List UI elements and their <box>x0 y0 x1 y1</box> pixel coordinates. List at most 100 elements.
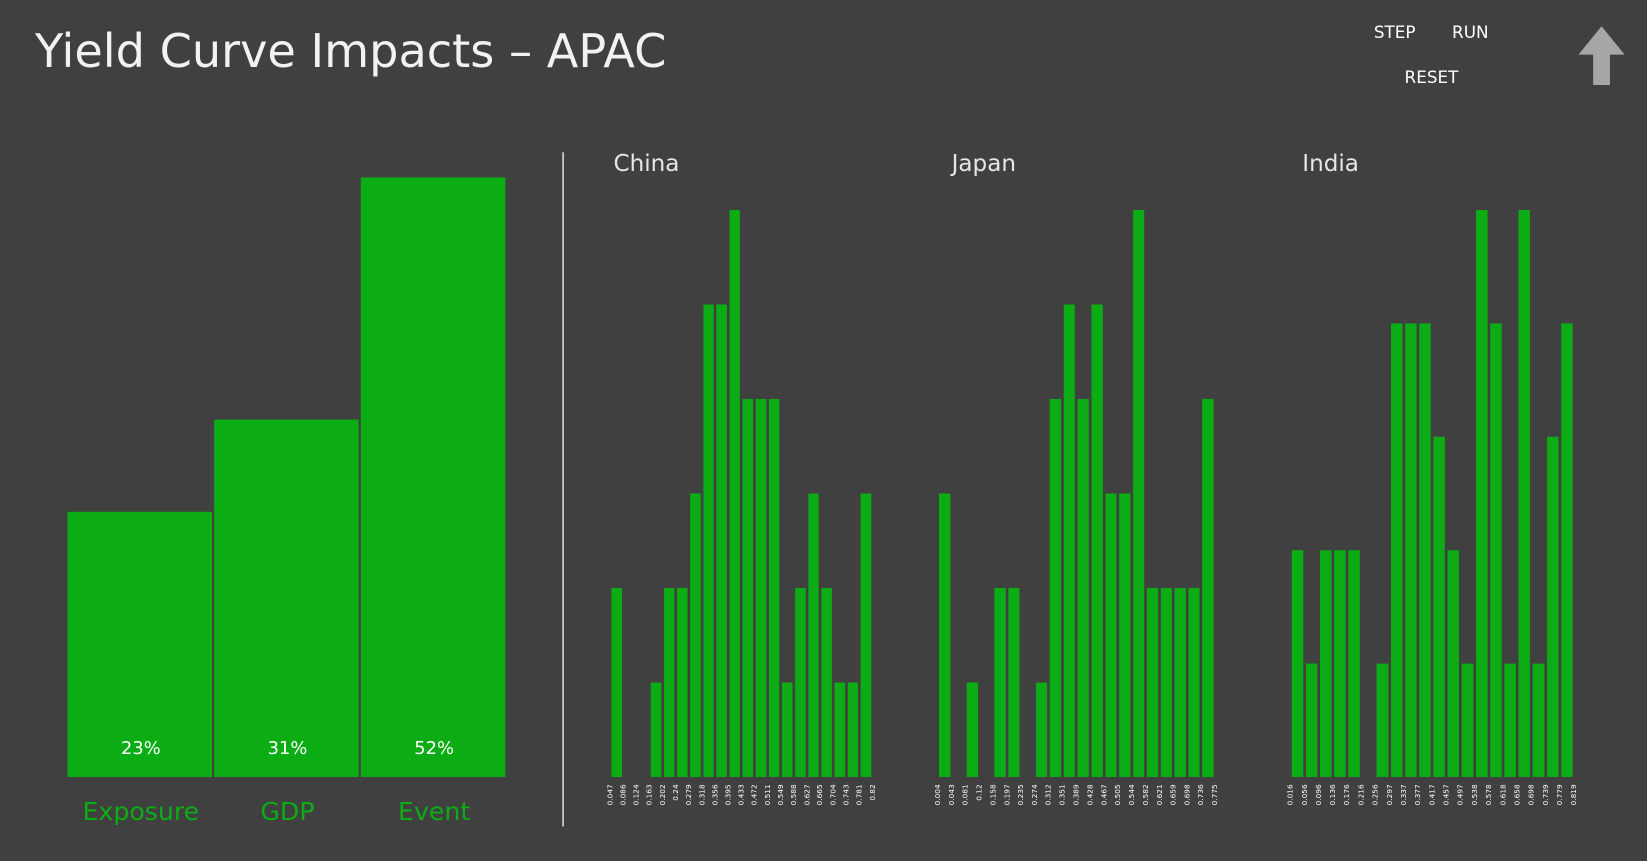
x-tick-label: 0.665 <box>815 784 824 805</box>
x-tick-label: 0.356 <box>710 784 719 805</box>
x-tick-label: 0.279 <box>684 784 693 805</box>
x-tick-label: 0.056 <box>1300 784 1309 805</box>
histogram-bar <box>729 210 740 777</box>
x-tick-label: 0.417 <box>1427 784 1436 805</box>
histogram-bar <box>768 399 780 777</box>
histogram-bar <box>821 588 832 777</box>
x-tick-label: 0.312 <box>1044 784 1053 805</box>
x-tick-label: 0.202 <box>658 784 667 805</box>
histogram-bar <box>939 493 951 777</box>
step-button[interactable]: STEP <box>1374 22 1416 42</box>
x-tick-label: 0.659 <box>1168 784 1177 805</box>
histogram-bar <box>1504 663 1516 777</box>
chart-title: India <box>1302 151 1359 177</box>
bar <box>67 511 213 777</box>
x-tick-label: 0.658 <box>1512 784 1521 805</box>
histogram-bar <box>742 399 754 777</box>
x-tick-label: 0.698 <box>1527 784 1536 805</box>
x-tick-label: 0.081 <box>961 784 970 805</box>
histogram-bar <box>994 588 1006 777</box>
x-tick-label: 0.389 <box>1071 784 1080 805</box>
x-tick-label: 0.538 <box>1470 784 1479 805</box>
x-category-label: GDP <box>260 797 314 826</box>
histogram-bar <box>1547 436 1559 777</box>
x-tick-label: 0.621 <box>1155 784 1164 805</box>
x-category-label: Exposure <box>83 797 200 826</box>
histogram-bar <box>1063 304 1075 777</box>
histogram-bar <box>1561 323 1573 777</box>
histogram-bar <box>716 304 727 777</box>
x-tick-label: 0.618 <box>1498 784 1507 805</box>
x-tick-label: 0.24 <box>671 784 680 801</box>
histogram-bar <box>834 682 846 777</box>
bar <box>214 419 359 777</box>
up-arrow-button[interactable] <box>1578 26 1625 86</box>
histogram-bar <box>1518 210 1530 777</box>
x-tick-label: 0.395 <box>724 784 733 805</box>
x-tick-label: 0.124 <box>631 784 640 805</box>
x-tick-label: 0.043 <box>947 784 956 805</box>
histogram-bar <box>795 588 806 777</box>
x-tick-label: 0.433 <box>736 784 745 805</box>
x-tick-label: 0.176 <box>1342 784 1351 805</box>
reset-button[interactable]: RESET <box>1405 67 1460 87</box>
x-tick-label: 0.12 <box>975 784 984 800</box>
x-tick-label: 0.197 <box>1002 784 1011 805</box>
x-tick-label: 0.047 <box>605 784 614 805</box>
histogram-bar <box>1476 210 1488 777</box>
x-tick-label: 0.016 <box>1286 784 1295 805</box>
histogram-bar <box>703 304 714 777</box>
x-tick-label: 0.511 <box>763 784 772 805</box>
x-tick-label: 0.704 <box>828 784 837 805</box>
x-category-label: Event <box>398 797 470 826</box>
x-tick-label: 0.163 <box>645 784 654 805</box>
histogram-bar <box>1532 663 1545 777</box>
histogram-bar <box>690 493 701 777</box>
histogram-bar <box>1160 588 1172 777</box>
histogram-bar <box>781 682 793 777</box>
x-tick-label: 0.351 <box>1058 784 1067 805</box>
x-tick-label: 0.775 <box>1210 784 1219 805</box>
x-tick-label: 0.582 <box>1141 784 1150 805</box>
histogram-bar <box>1419 323 1431 777</box>
x-tick-label: 0.235 <box>1016 784 1025 805</box>
histogram-bar <box>1202 399 1214 777</box>
x-tick-label: 0.086 <box>619 784 628 805</box>
x-tick-label: 0.739 <box>1541 784 1550 805</box>
bar <box>360 177 506 777</box>
histogram-bar <box>1461 663 1474 777</box>
x-tick-label: 0.743 <box>842 784 851 805</box>
x-tick-label: 0.158 <box>988 784 997 805</box>
x-tick-label: 0.377 <box>1413 784 1422 805</box>
page-title: Yield Curve Impacts – APAC <box>34 24 666 78</box>
x-tick-label: 0.428 <box>1085 784 1094 805</box>
x-tick-label: 0.82 <box>868 784 877 800</box>
histogram-bar <box>1334 550 1346 777</box>
x-tick-label: 0.497 <box>1456 784 1465 805</box>
x-tick-label: 0.467 <box>1099 784 1108 805</box>
histogram-bar <box>808 493 819 777</box>
bar-value-label: 52% <box>414 738 454 759</box>
charts: 23% Exposure 31% GDP 52% Event China 0.047 0.086… <box>67 151 1578 826</box>
x-tick-label: 0.549 <box>776 784 785 805</box>
run-button[interactable]: RUN <box>1452 22 1489 42</box>
x-tick-label: 0.318 <box>697 784 706 805</box>
histogram-bar <box>676 588 688 777</box>
x-tick-label: 0.457 <box>1441 784 1450 805</box>
histogram-bar <box>1188 588 1200 777</box>
x-tick-label: 0.779 <box>1555 784 1564 805</box>
x-tick-label: 0.274 <box>1030 784 1039 805</box>
histogram-bar <box>1376 663 1389 777</box>
x-tick-label: 0.505 <box>1113 784 1122 805</box>
histogram-bar <box>664 588 675 777</box>
x-tick-label: 0.096 <box>1314 784 1323 805</box>
x-tick-label: 0.627 <box>802 784 811 805</box>
x-tick-label: 0.216 <box>1356 784 1365 805</box>
histogram-bar <box>1146 588 1159 777</box>
histogram-bar <box>1091 304 1103 777</box>
bar-value-label: 31% <box>268 738 308 759</box>
x-tick-label: 0.297 <box>1385 784 1394 805</box>
histogram-bar <box>1105 493 1117 777</box>
